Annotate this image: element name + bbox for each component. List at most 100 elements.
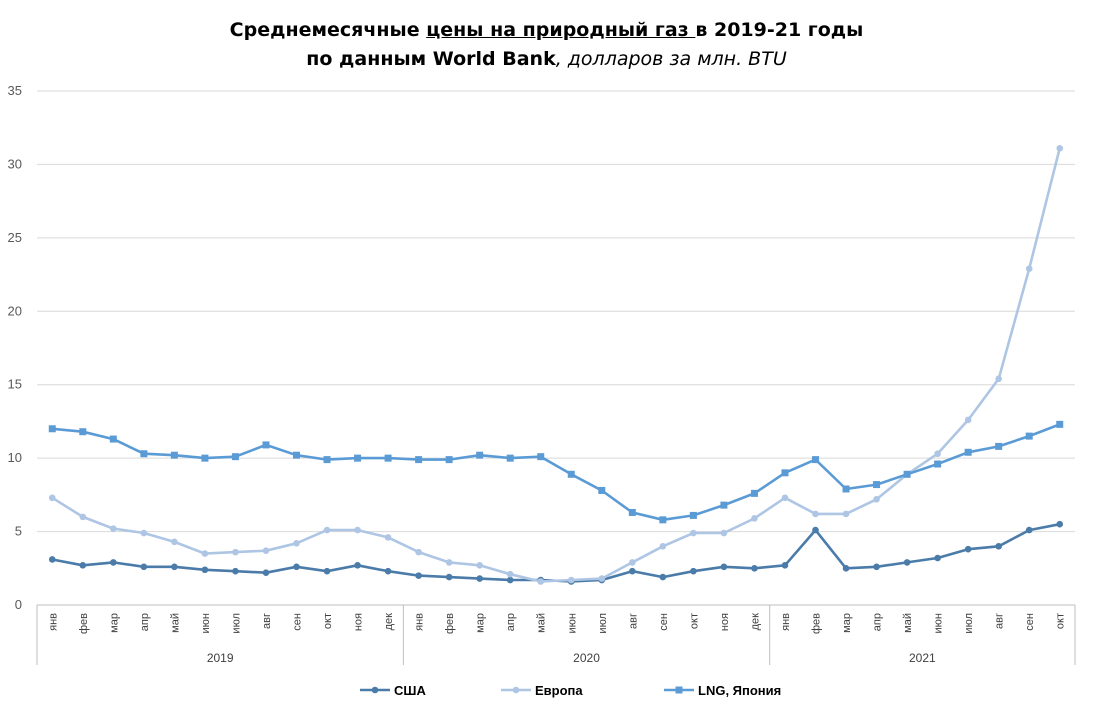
x-tick-label: авг [627, 613, 639, 629]
data-point [170, 451, 178, 459]
data-point [415, 548, 422, 556]
x-tick-label: дек [749, 613, 761, 631]
data-point [812, 456, 819, 464]
data-point [262, 569, 270, 576]
data-point [1056, 420, 1064, 428]
data-point [659, 542, 667, 550]
x-tick-label: окт [322, 613, 334, 629]
legend-marker [675, 686, 683, 694]
data-point [262, 441, 270, 449]
data-point [934, 554, 941, 562]
data-point [720, 529, 728, 537]
x-tick-label: янв [780, 613, 792, 631]
x-tick-label: май [536, 613, 548, 633]
data-point [781, 469, 789, 477]
title-line-2: по данным World Bank, долларов за млн. B… [0, 45, 1093, 74]
y-tick-label: 30 [8, 156, 22, 171]
data-point [659, 573, 667, 581]
data-point [537, 453, 545, 461]
data-point [140, 529, 148, 537]
data-point [964, 545, 972, 553]
x-tick-label: июн [566, 613, 578, 633]
data-point [415, 572, 422, 579]
data-point [232, 548, 239, 556]
data-point [506, 454, 514, 462]
data-point [903, 470, 911, 478]
data-point [354, 526, 361, 534]
data-point [781, 562, 789, 569]
data-point [964, 448, 972, 456]
legend-marker [512, 686, 520, 694]
y-tick-label: 25 [8, 230, 22, 245]
data-point [384, 454, 392, 462]
title-part-3: в 2019-21 годы [695, 19, 864, 41]
data-point [48, 556, 56, 563]
data-point [79, 513, 87, 521]
data-point [628, 508, 636, 516]
y-tick-label: 10 [8, 450, 22, 465]
data-point [415, 456, 423, 464]
x-tick-label: фев [811, 613, 823, 634]
data-point [934, 450, 941, 458]
x-tick-label: окт [688, 613, 700, 629]
x-tick-label: дек [383, 613, 395, 631]
x-tick-label: фев [78, 613, 90, 634]
data-point [629, 559, 636, 566]
title-line-1: Среднемесячные цены на природный газ в 2… [0, 16, 1093, 45]
data-point [201, 566, 209, 574]
data-point [232, 567, 239, 575]
data-point [323, 456, 331, 464]
legend-label: LNG, Япония [698, 683, 781, 698]
data-point [873, 495, 880, 503]
data-point [171, 538, 178, 546]
x-tick-label: апр [505, 613, 517, 631]
chart-title: Среднемесячные цены на природный газ в 2… [0, 16, 1093, 74]
data-point [140, 450, 148, 458]
data-point [750, 489, 758, 497]
data-point [598, 575, 606, 582]
data-point [842, 564, 850, 572]
series-line [51, 147, 1061, 583]
data-point [690, 567, 697, 575]
data-point [201, 550, 209, 557]
data-point [445, 573, 453, 581]
data-point [323, 567, 331, 575]
title-part-5: , долларов за млн. BTU [555, 48, 787, 70]
y-tick-label: 0 [15, 597, 22, 612]
data-point [445, 559, 453, 566]
data-point [781, 494, 789, 502]
x-tick-label: фев [444, 613, 456, 634]
data-point [995, 442, 1003, 450]
data-point [323, 526, 331, 534]
data-point [201, 454, 209, 462]
data-point [751, 564, 758, 572]
y-tick-label: 35 [8, 83, 22, 98]
x-tick-label: июл [597, 613, 609, 634]
x-tick-label: сен [292, 613, 304, 631]
data-point [567, 470, 575, 478]
data-point [140, 563, 148, 571]
data-point [506, 570, 514, 578]
data-point [842, 485, 850, 493]
data-point [110, 559, 117, 566]
x-tick-label: сен [1024, 613, 1036, 631]
year-label: 2021 [909, 651, 936, 665]
data-point [934, 460, 942, 468]
x-tick-label: мар [475, 613, 487, 633]
data-point [231, 453, 239, 461]
data-point [354, 562, 361, 569]
x-tick-label: май [169, 613, 181, 633]
data-point [1056, 144, 1064, 152]
x-tick-label: авг [261, 613, 273, 629]
data-point [537, 578, 545, 585]
data-point [384, 534, 392, 541]
x-tick-label: мар [841, 613, 853, 633]
data-point [598, 486, 606, 494]
data-point [293, 451, 300, 459]
x-tick-label: авг [994, 613, 1006, 629]
x-tick-label: янв [414, 613, 426, 631]
x-tick-label: апр [139, 613, 151, 631]
legend-label: Европа [535, 683, 583, 698]
data-point [689, 511, 697, 519]
